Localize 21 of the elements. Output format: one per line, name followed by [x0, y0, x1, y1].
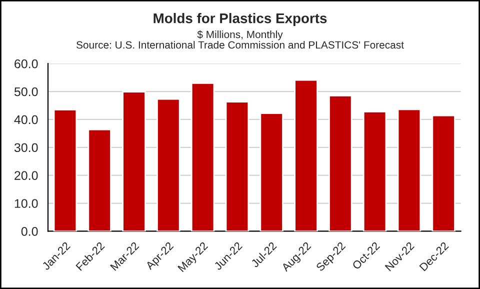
bar	[328, 95, 352, 232]
y-tick-label: 0.0	[21, 227, 38, 236]
bar	[190, 82, 215, 232]
bar	[122, 91, 146, 232]
bar	[156, 98, 180, 232]
bar	[225, 101, 250, 232]
y-tick-label: 60.0	[14, 59, 38, 68]
bar	[53, 108, 78, 232]
bar	[260, 112, 284, 232]
y-tick-label: 10.0	[14, 199, 38, 208]
bar	[88, 128, 112, 232]
chart-subtitle: $ Millions, Monthly Source: U.S. International Trade Commission and PLASTICS' Forecast	[76, 30, 404, 49]
y-tick-label: 40.0	[14, 115, 38, 124]
y-tick-label: 50.0	[14, 87, 38, 96]
y-tick-label: 20.0	[14, 171, 38, 180]
bar	[432, 114, 456, 232]
bar	[362, 110, 387, 232]
bar	[397, 108, 422, 232]
bar	[294, 79, 318, 232]
chart-title: Molds for Plastics Exports	[154, 13, 327, 26]
y-tick-label: 30.0	[14, 143, 38, 152]
